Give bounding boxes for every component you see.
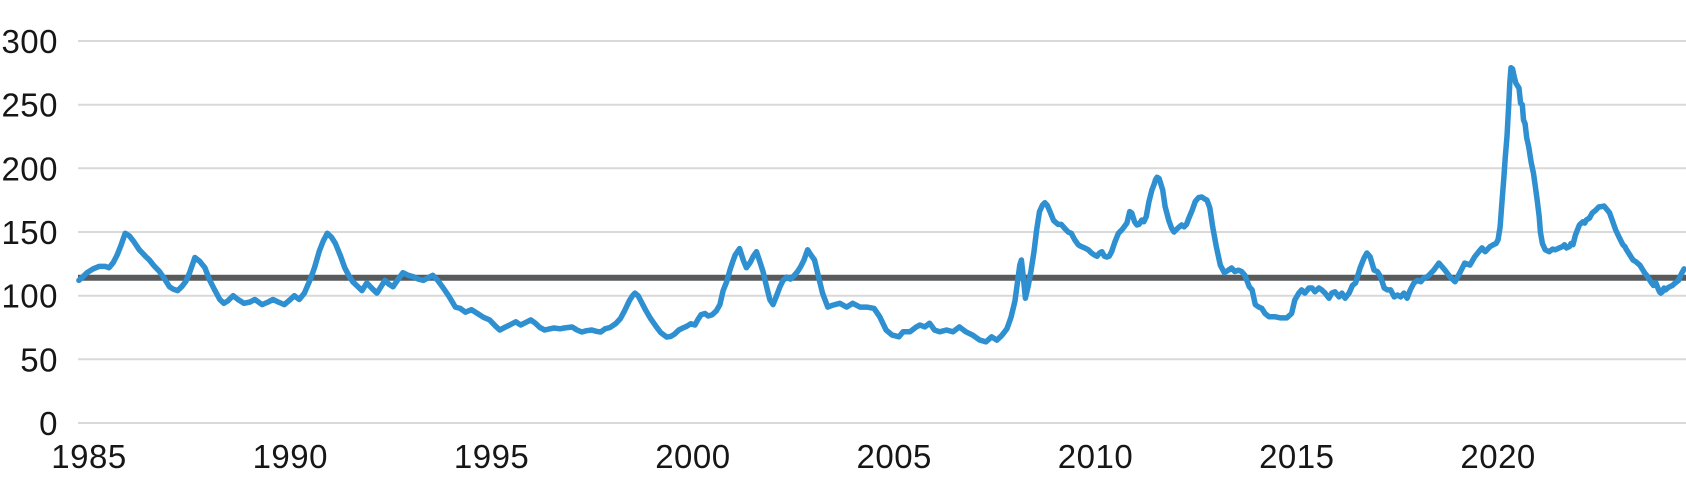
x-axis-tick-label: 1990 (253, 438, 328, 475)
x-axis-tick-label: 2020 (1460, 438, 1535, 475)
y-axis-tick-label: 50 (20, 341, 58, 378)
x-axis-tick-label: 2015 (1259, 438, 1334, 475)
y-axis-tick-label: 0 (39, 405, 58, 442)
y-axis-tick-label: 100 (1, 278, 58, 315)
x-axis-tick-label: 2010 (1058, 438, 1133, 475)
y-axis-tick-label: 200 (1, 150, 58, 187)
y-axis-tick-label: 300 (1, 23, 58, 60)
data-series-line (76, 64, 1686, 345)
x-axis-tick-label: 2000 (655, 438, 730, 475)
x-axis-tick-label: 2005 (856, 438, 931, 475)
x-axis-tick-label: 1985 (51, 438, 126, 475)
y-axis-tick-label: 150 (1, 214, 58, 251)
x-axis-tick-label: 1995 (454, 438, 529, 475)
y-axis-tick-label: 250 (1, 87, 58, 124)
